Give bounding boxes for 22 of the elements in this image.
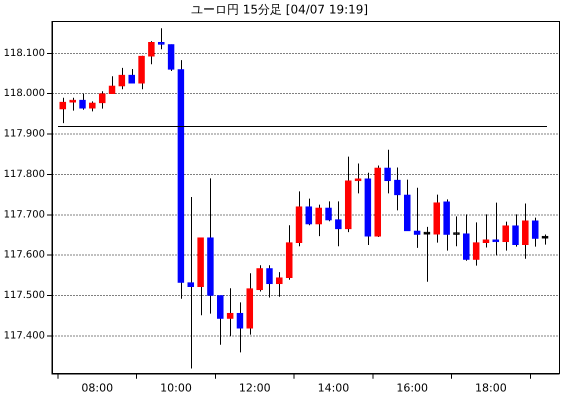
chart-title: ユーロ円 15分足 [04/07 19:19] — [190, 2, 368, 16]
x-tick-label: 18:00 — [475, 381, 507, 394]
x-tick-label: 12:00 — [238, 381, 271, 394]
x-tick-label: 10:00 — [160, 381, 192, 394]
y-tick-label: 118.100 — [4, 48, 45, 59]
x-tick-label: 14:00 — [318, 381, 350, 394]
candlestick — [502, 221, 509, 252]
candlestick — [256, 264, 263, 292]
candlestick — [59, 97, 66, 124]
x-tick-label: 08:00 — [81, 381, 114, 394]
candlestick — [453, 216, 460, 247]
y-tick-label: 117.500 — [4, 290, 45, 302]
candlestick — [89, 100, 96, 112]
y-tick-label: 117.600 — [4, 250, 45, 261]
y-tick-label: 117.900 — [4, 128, 45, 140]
y-tick-label: 118.000 — [4, 88, 45, 100]
y-tick-label: 117.700 — [4, 209, 45, 220]
x-tick-label: 16:00 — [396, 381, 428, 394]
candlestick — [118, 67, 126, 90]
candlestick — [532, 217, 539, 248]
y-tick-label: 117.400 — [4, 330, 45, 342]
y-tick-label: 117.800 — [4, 168, 45, 180]
